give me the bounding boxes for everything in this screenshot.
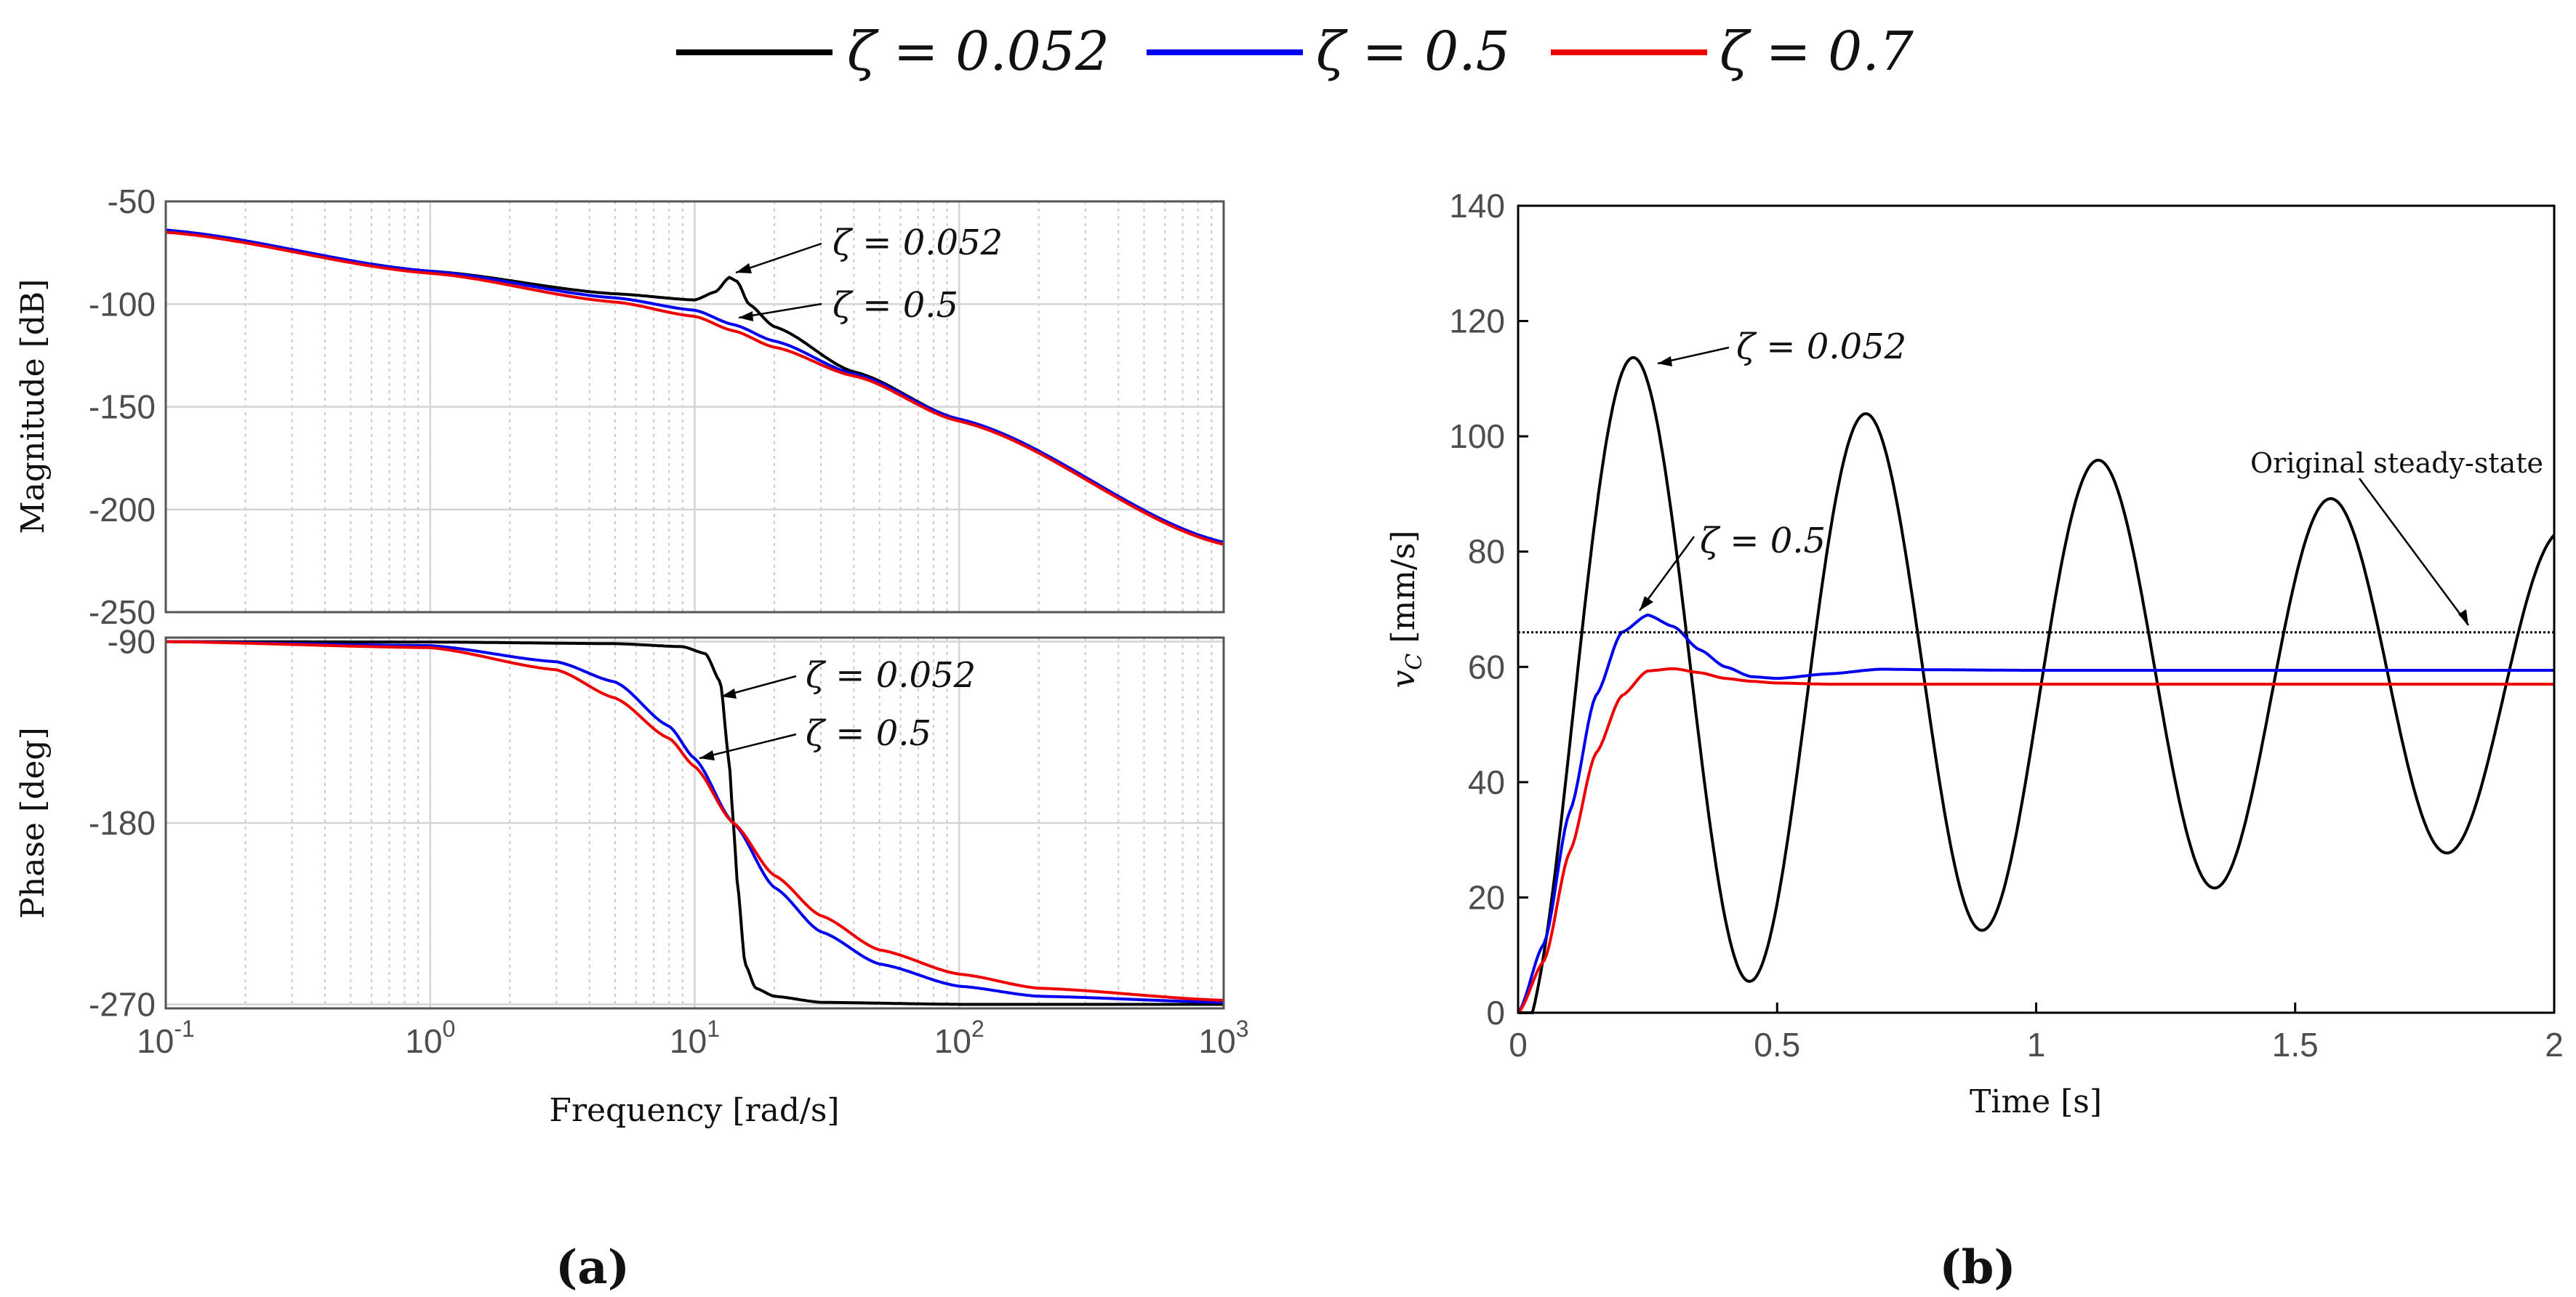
phase-ytick-label: -180 <box>89 804 156 842</box>
phase-arrow-zeta-0.5 <box>699 733 797 760</box>
step-arrow-zeta-0.5 <box>1638 536 1696 611</box>
phase-line-zeta-0.7 <box>165 640 1224 1002</box>
step-line-zeta-0.5 <box>1517 613 2554 1014</box>
step-xtick-label: 0.5 <box>1754 1026 1800 1064</box>
step-label-steady-state: Original steady-state <box>2250 447 2543 479</box>
phase-ytick-label: -90 <box>108 623 156 661</box>
step-annotation-zeta-0.5: ζ = 0.5 <box>1638 521 1826 611</box>
step-ytick-label: 60 <box>1468 648 1505 686</box>
phase-xlabel: Frequency [rad/s] <box>549 1092 839 1129</box>
step-xtick-label: 1 <box>2027 1026 2046 1064</box>
step-ytick-label: 40 <box>1468 763 1505 801</box>
step-ytick-label: 120 <box>1449 302 1505 340</box>
step-ylabel: vC [mm/s] <box>1385 531 1427 688</box>
phase-annotation-zeta-0.052: ζ = 0.052 <box>721 655 976 699</box>
step-arrowhead-steady-state <box>2458 609 2468 625</box>
phase-ytick-labels: -90 -180 -270 <box>89 623 156 1024</box>
step-line-zeta-0.7 <box>1517 667 2554 1014</box>
mag-arrowhead-zeta-0.052 <box>736 263 752 273</box>
mag-label-zeta-0.052: ζ = 0.052 <box>832 222 1003 263</box>
mag-series <box>165 228 1224 546</box>
step-xlabel: Time [s] <box>1970 1083 2102 1120</box>
step-xtick-label: 0 <box>1509 1026 1528 1064</box>
step-xtick-label: 2 <box>2545 1026 2564 1064</box>
step-ytick-label: 20 <box>1468 878 1505 916</box>
mag-annotation-zeta-0.052: ζ = 0.052 <box>735 222 1003 274</box>
step-arrow-steady-state <box>2358 478 2470 626</box>
phase-series <box>165 640 1224 1006</box>
phase-xtick-label: 102 <box>934 1016 984 1060</box>
step-ytick-label: 80 <box>1468 533 1505 571</box>
tick-exponent: -1 <box>174 1016 194 1042</box>
phase-line-zeta-0.052 <box>166 640 1224 1006</box>
step-xtick-labels: 0 0.5 1 1.5 2 <box>1509 1003 2564 1064</box>
step-response-plot: 0 20 40 60 80 100 120 140 0 0.5 1 1.5 2 vC [mm/s] T… <box>1385 187 2564 1120</box>
step-series <box>1517 356 2556 1014</box>
mag-arrowhead-zeta-0.5 <box>739 311 753 321</box>
legend-label-zeta-0.7: ζ = 0.7 <box>1720 20 1914 83</box>
tick-base: 10 <box>934 1022 971 1060</box>
phase-xtick-label: 101 <box>670 1016 720 1060</box>
panel-label-a: (a) <box>555 1240 630 1295</box>
mag-ylabel: Magnitude [dB] <box>15 279 52 534</box>
tick-exponent: 1 <box>707 1016 720 1042</box>
tick-base: 10 <box>1199 1022 1236 1060</box>
step-label-zeta-0.5: ζ = 0.5 <box>1700 521 1826 561</box>
legend-label-zeta-0.5: ζ = 0.5 <box>1316 20 1510 83</box>
mag-ytick-label: -150 <box>89 388 156 426</box>
phase-label-zeta-0.5: ζ = 0.5 <box>806 713 931 754</box>
phase-xtick-label: 10-1 <box>137 1016 195 1060</box>
mag-ytick-label: -200 <box>89 491 156 529</box>
mag-grid <box>164 200 1225 614</box>
step-axes-frame <box>1517 204 2556 1014</box>
step-line-zeta-0.052 <box>1518 356 2556 1014</box>
phase-xtick-labels: 10-1 100 101 102 103 <box>137 1016 1248 1060</box>
phase-arrowhead-zeta-0.5 <box>699 750 715 760</box>
step-ytick-label: 140 <box>1449 187 1505 225</box>
phase-ylabel: Phase [deg] <box>15 727 52 918</box>
mag-ytick-label: -50 <box>108 182 156 220</box>
step-ytick-label: 100 <box>1449 417 1505 455</box>
step-arrowhead-zeta-0.052 <box>1658 356 1672 366</box>
tick-exponent: 3 <box>1236 1016 1249 1042</box>
phase-xtick-label: 103 <box>1199 1016 1249 1060</box>
phase-axes-frame <box>164 636 1225 1010</box>
step-annotation-zeta-0.052: ζ = 0.052 <box>1657 326 1906 367</box>
mag-ytick-label: -100 <box>89 285 156 323</box>
phase-ytick-label: -270 <box>89 985 156 1023</box>
step-ylabel-subscript: C <box>1402 654 1427 670</box>
tick-base: 10 <box>670 1022 707 1060</box>
mag-axes-frame <box>164 200 1225 614</box>
mag-ytick-labels: -50 -100 -150 -200 -250 <box>89 182 156 631</box>
step-ylabel-symbol: v <box>1385 670 1422 688</box>
legend-label-zeta-0.052: ζ = 0.052 <box>847 20 1110 83</box>
step-arrowhead-zeta-0.5 <box>1640 596 1653 611</box>
phase-annotation-zeta-0.5: ζ = 0.5 <box>699 713 931 760</box>
step-ytick-labels: 0 20 40 60 80 100 120 140 <box>1449 187 1528 1032</box>
bode-magnitude-plot: -50 -100 -150 -200 -250 Magnitude [dB] ζ = 0… <box>15 182 1225 631</box>
bode-phase-plot: -90-180-270 10-1 100 101 102 103 Phase [deg]… <box>15 623 1248 1129</box>
step-xtick-label: 1.5 <box>2272 1026 2319 1064</box>
tick-base: 10 <box>405 1022 442 1060</box>
step-label-zeta-0.052: ζ = 0.052 <box>1736 326 1906 367</box>
step-ylabel-unit: [mm/s] <box>1385 531 1422 654</box>
tick-exponent: 0 <box>442 1016 455 1042</box>
mag-annotation-zeta-0.5: ζ = 0.5 <box>738 285 958 326</box>
mag-line-zeta-0.7 <box>165 230 1224 546</box>
legend: ζ = 0.052 ζ = 0.5 ζ = 0.7 <box>676 20 1914 83</box>
mag-ytick-label: -250 <box>89 593 156 631</box>
tick-exponent: 2 <box>971 1016 984 1042</box>
panel-label-b: (b) <box>1939 1240 2015 1295</box>
mag-line-zeta-0.5 <box>165 228 1224 544</box>
step-annotation-steady-state: Original steady-state <box>2250 447 2543 626</box>
phase-xtick-label: 100 <box>405 1016 455 1060</box>
phase-arrowhead-zeta-0.052 <box>721 688 737 699</box>
phase-grid <box>164 638 1225 1008</box>
step-ytick-label: 0 <box>1486 994 1505 1032</box>
mag-label-zeta-0.5: ζ = 0.5 <box>832 285 958 326</box>
phase-label-zeta-0.052: ζ = 0.052 <box>806 655 976 696</box>
tick-base: 10 <box>137 1022 174 1060</box>
